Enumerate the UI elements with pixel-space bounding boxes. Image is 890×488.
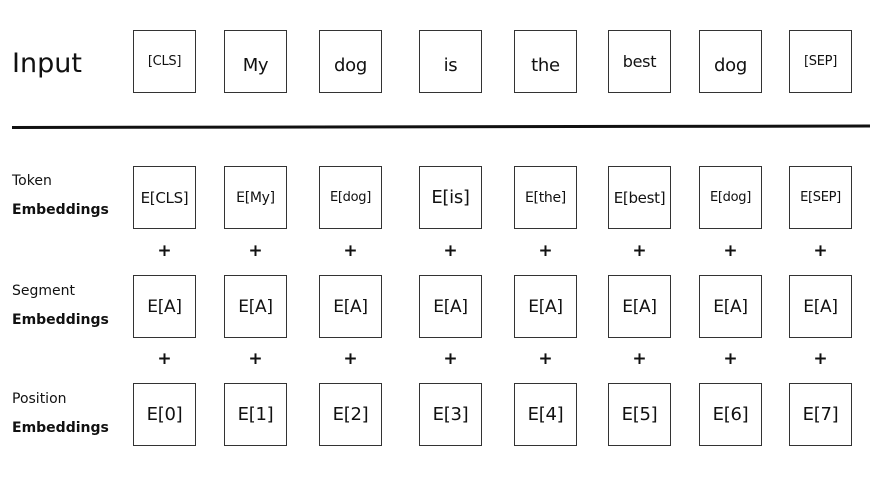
segment-embedding-box: E[A] <box>699 275 762 338</box>
position-embedding-box: E[1] <box>224 383 287 446</box>
plus-sign-segment-position: + <box>157 349 172 369</box>
segment-embedding-box: E[A] <box>224 275 287 338</box>
position-label-line2: Embeddings <box>12 420 109 436</box>
segment-embedding-box: E[A] <box>514 275 577 338</box>
token-embedding-box: E[CLS] <box>133 166 196 229</box>
input-row-label: Input <box>12 48 82 79</box>
token-embedding-box: E[dog] <box>319 166 382 229</box>
position-embedding-box: E[0] <box>133 383 196 446</box>
token-embedding-box: E[the] <box>514 166 577 229</box>
plus-sign-segment-position: + <box>248 349 263 369</box>
position-label-line1: Position <box>12 391 67 407</box>
plus-sign-token-segment: + <box>538 241 553 261</box>
position-embedding-box: E[2] <box>319 383 382 446</box>
plus-sign-segment-position: + <box>723 349 738 369</box>
plus-sign-segment-position: + <box>632 349 647 369</box>
segment-embedding-box: E[A] <box>319 275 382 338</box>
input-token-box: best <box>608 30 671 93</box>
plus-sign-token-segment: + <box>157 241 172 261</box>
token-embeddings-label: Token Embeddings <box>12 172 109 220</box>
position-embedding-box: E[7] <box>789 383 852 446</box>
plus-sign-segment-position: + <box>813 349 828 369</box>
position-embedding-box: E[5] <box>608 383 671 446</box>
divider-line <box>11 124 871 129</box>
position-embedding-box: E[6] <box>699 383 762 446</box>
plus-sign-segment-position: + <box>343 349 358 369</box>
input-token-box: dog <box>699 30 762 93</box>
segment-label-line2: Embeddings <box>12 312 109 328</box>
segment-embedding-box: E[A] <box>608 275 671 338</box>
input-token-box: [CLS] <box>133 30 196 93</box>
segment-embeddings-label: Segment Embeddings <box>12 282 109 330</box>
input-token-box: dog <box>319 30 382 93</box>
token-embedding-box: E[best] <box>608 166 671 229</box>
plus-sign-token-segment: + <box>632 241 647 261</box>
input-token-box: the <box>514 30 577 93</box>
token-embedding-box: E[dog] <box>699 166 762 229</box>
token-label-line1: Token <box>12 173 52 189</box>
input-token-box: My <box>224 30 287 93</box>
position-embedding-box: E[3] <box>419 383 482 446</box>
input-token-box: [SEP] <box>789 30 852 93</box>
plus-sign-token-segment: + <box>723 241 738 261</box>
segment-label-line1: Segment <box>12 283 75 299</box>
position-embeddings-label: Position Embeddings <box>12 390 109 438</box>
token-embedding-box: E[SEP] <box>789 166 852 229</box>
plus-sign-segment-position: + <box>538 349 553 369</box>
plus-sign-token-segment: + <box>813 241 828 261</box>
segment-embedding-box: E[A] <box>133 275 196 338</box>
plus-sign-token-segment: + <box>248 241 263 261</box>
plus-sign-token-segment: + <box>343 241 358 261</box>
plus-sign-token-segment: + <box>443 241 458 261</box>
input-token-box: is <box>419 30 482 93</box>
token-embedding-box: E[is] <box>419 166 482 229</box>
segment-embedding-box: E[A] <box>419 275 482 338</box>
position-embedding-box: E[4] <box>514 383 577 446</box>
segment-embedding-box: E[A] <box>789 275 852 338</box>
token-label-line2: Embeddings <box>12 202 109 218</box>
token-embedding-box: E[My] <box>224 166 287 229</box>
plus-sign-segment-position: + <box>443 349 458 369</box>
